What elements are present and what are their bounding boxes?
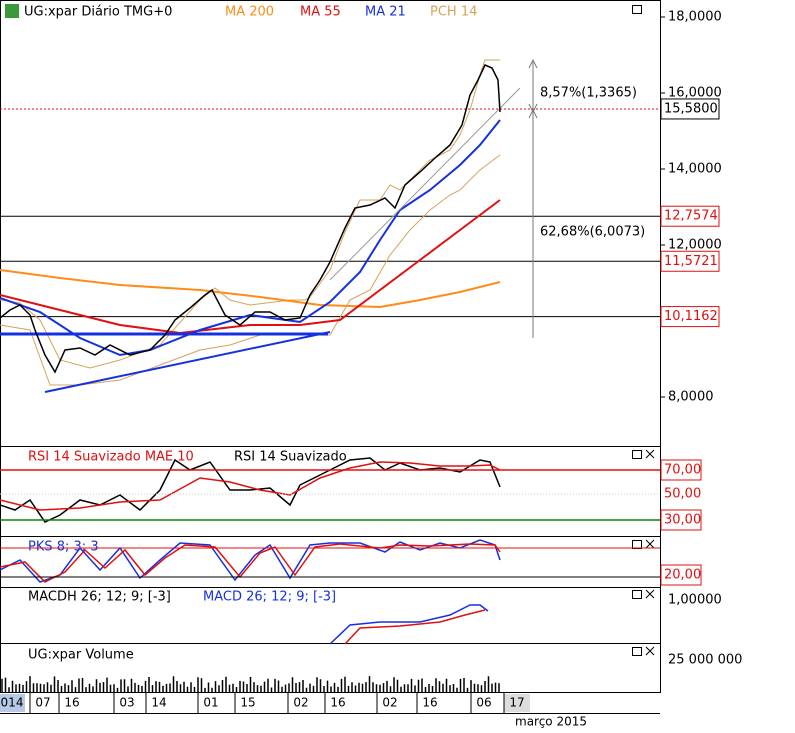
- close[interactable]: [645, 589, 655, 599]
- level-box: [660, 98, 720, 120]
- level-box: [660, 509, 702, 531]
- level-box: [660, 459, 702, 481]
- axis-labels: 70,00 50,00 30,00 20,00 1,00000 25 000 0…: [0, 10, 742, 729]
- close[interactable]: [645, 449, 655, 459]
- macd-label[interactable]: MACD 26; 12; 9; [-3]: [203, 590, 336, 605]
- rsi-label-mae[interactable]: RSI 14 Suavizado MAE 10: [28, 450, 194, 465]
- volume-path: [1, 676, 500, 692]
- legend-ma200[interactable]: MA 200: [225, 5, 274, 20]
- price-tick-label: 14,0000: [668, 162, 722, 177]
- volume-label[interactable]: UG:xpar Volume: [28, 648, 134, 663]
- legend-ma55[interactable]: MA 55: [300, 5, 341, 20]
- date-label: 06: [476, 696, 491, 710]
- trendline: [44, 331, 331, 393]
- annotation: 8,57%(1,3365): [540, 86, 637, 101]
- month-label: março 2015: [515, 715, 587, 729]
- date-label: 16: [330, 696, 345, 710]
- date-label: 01: [203, 696, 218, 710]
- macdh-label[interactable]: MACDH 26; 12; 9; [-3]: [28, 590, 171, 605]
- maximize[interactable]: [632, 590, 642, 599]
- price-tick-label: 12,0000: [668, 238, 722, 253]
- volume-tick: 25 000 000: [668, 653, 742, 668]
- legend-symbol[interactable]: UG:xpar Diário TMG+0: [24, 5, 172, 20]
- date-label: 16: [64, 696, 79, 710]
- arrows: [528, 58, 538, 119]
- rsi-70-label: 70,00: [664, 463, 701, 478]
- annotation: 62,68%(6,0073): [540, 225, 645, 240]
- symbol-icon: [5, 4, 19, 18]
- price-tick-label: 8,0000: [668, 390, 714, 405]
- level-label: 11,5721: [664, 254, 718, 269]
- date-label: 15: [240, 696, 255, 710]
- date-highlight: [504, 694, 530, 712]
- date-label: 07: [35, 696, 50, 710]
- date-label: 02: [382, 696, 397, 710]
- rsi-label[interactable]: RSI 14 Suavizado: [234, 450, 347, 465]
- maximize[interactable]: [632, 450, 642, 459]
- pks-20-label: 20,00: [664, 568, 701, 583]
- ma55: [0, 199, 501, 335]
- rsi-50-label: 50,00: [664, 487, 701, 502]
- maximize[interactable]: [632, 5, 642, 14]
- pks-label[interactable]: PKS 8; 3; 3: [28, 540, 99, 555]
- macd-tick: 1,00000: [668, 593, 722, 608]
- date-label: 17: [509, 696, 524, 710]
- legend-ma21[interactable]: MA 21: [365, 5, 406, 20]
- close[interactable]: [645, 646, 655, 656]
- level-box: [660, 250, 720, 272]
- maximize[interactable]: [632, 647, 642, 656]
- ma200: [0, 269, 501, 309]
- level-box: [660, 205, 720, 227]
- rsi-ma: [0, 461, 501, 511]
- date-label: 02: [293, 696, 308, 710]
- level-label: 10,1162: [664, 309, 718, 324]
- date-label: 14: [151, 696, 166, 710]
- macd-line: [329, 604, 489, 645]
- price-tick-label: 16,0000: [668, 86, 722, 101]
- price: [0, 64, 501, 374]
- level-box: [660, 306, 720, 328]
- date-label: 03: [119, 696, 134, 710]
- level-label: 12,7574: [664, 209, 718, 224]
- channel: [329, 87, 521, 281]
- level-label: 15,5800: [664, 101, 718, 116]
- price-tick-label: 18,0000: [668, 10, 722, 25]
- macd-signal: [344, 609, 486, 645]
- legend-pch[interactable]: PCH 14: [430, 5, 477, 20]
- volume-bars: [1, 676, 500, 692]
- pch-upper: [0, 59, 500, 369]
- date-label: 16: [422, 696, 437, 710]
- level-box: [660, 564, 702, 586]
- rsi-30-label: 30,00: [664, 513, 701, 528]
- ma21: [0, 119, 501, 357]
- date-label: 014: [1, 696, 24, 710]
- panel-buttons: [632, 5, 655, 656]
- date-highlight: [0, 694, 25, 712]
- frames: [0, 0, 661, 714]
- close[interactable]: [645, 539, 655, 549]
